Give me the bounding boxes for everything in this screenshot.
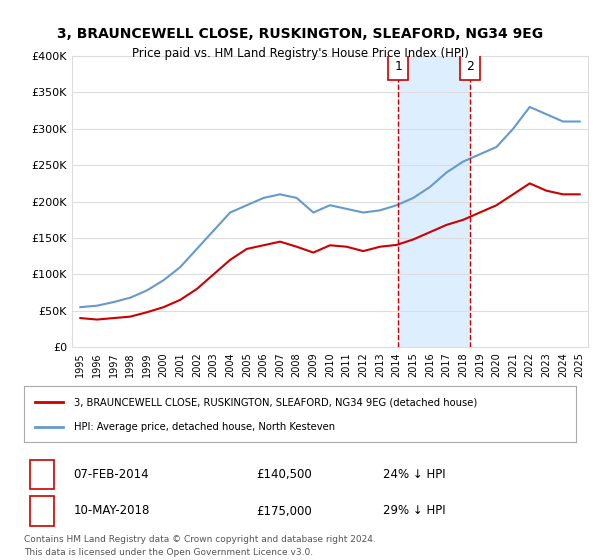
- Bar: [398, 56, 470, 347]
- FancyBboxPatch shape: [29, 460, 55, 489]
- Text: 1: 1: [394, 60, 402, 73]
- Text: 29% ↓ HPI: 29% ↓ HPI: [383, 505, 445, 517]
- Text: 07-FEB-2014: 07-FEB-2014: [74, 468, 149, 481]
- Text: 2: 2: [38, 505, 46, 517]
- Text: £175,000: £175,000: [256, 505, 311, 517]
- Text: 3, BRAUNCEWELL CLOSE, RUSKINGTON, SLEAFORD, NG34 9EG (detached house): 3, BRAUNCEWELL CLOSE, RUSKINGTON, SLEAFO…: [74, 397, 477, 407]
- Text: Price paid vs. HM Land Registry's House Price Index (HPI): Price paid vs. HM Land Registry's House …: [131, 46, 469, 60]
- FancyBboxPatch shape: [29, 496, 55, 525]
- Text: 2: 2: [466, 60, 474, 73]
- Text: Contains HM Land Registry data © Crown copyright and database right 2024.
This d: Contains HM Land Registry data © Crown c…: [24, 535, 376, 557]
- Text: £140,500: £140,500: [256, 468, 311, 481]
- Text: 10-MAY-2018: 10-MAY-2018: [74, 505, 150, 517]
- Text: 24% ↓ HPI: 24% ↓ HPI: [383, 468, 445, 481]
- Text: 3, BRAUNCEWELL CLOSE, RUSKINGTON, SLEAFORD, NG34 9EG: 3, BRAUNCEWELL CLOSE, RUSKINGTON, SLEAFO…: [57, 27, 543, 41]
- FancyBboxPatch shape: [388, 54, 408, 80]
- Text: HPI: Average price, detached house, North Kesteven: HPI: Average price, detached house, Nort…: [74, 422, 335, 432]
- Text: 1: 1: [38, 468, 46, 481]
- FancyBboxPatch shape: [460, 54, 480, 80]
